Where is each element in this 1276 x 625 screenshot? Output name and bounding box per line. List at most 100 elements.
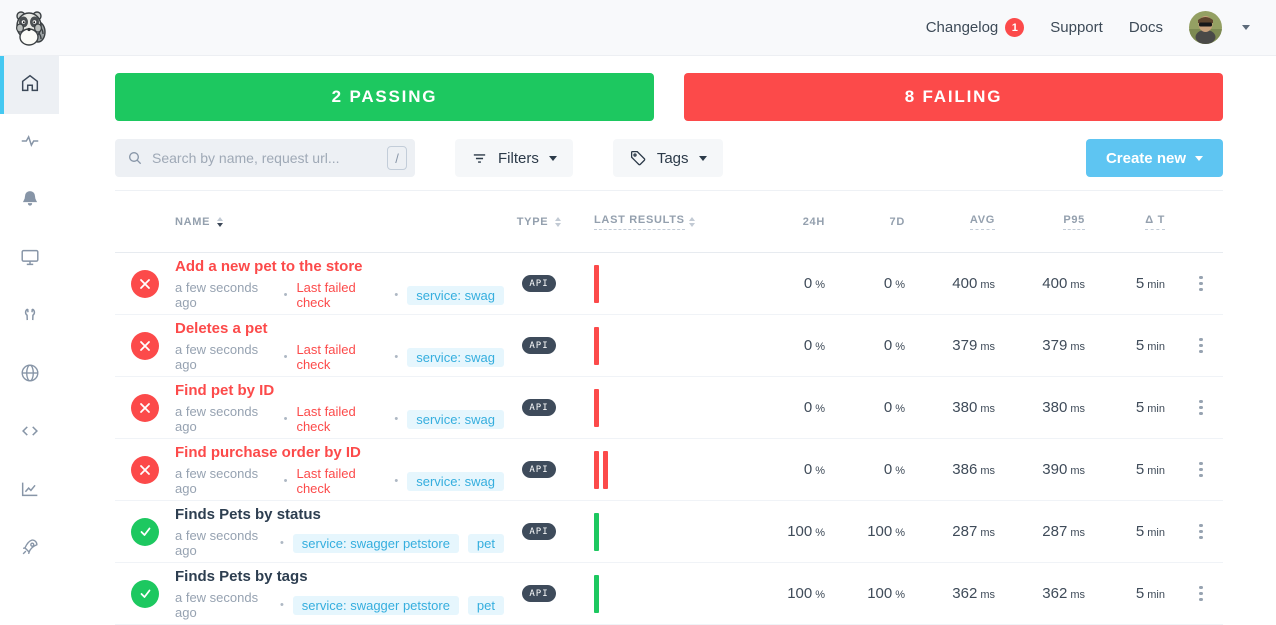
search-input[interactable] [152, 150, 387, 166]
type-badge: API [522, 399, 555, 416]
metric-24h: 100% [759, 585, 839, 603]
sidebar-item-api[interactable] [0, 404, 59, 462]
table-row[interactable]: Find purchase order by ID a few seconds … [115, 439, 1223, 501]
last-results-bars [574, 389, 759, 427]
topbar: Changelog 1 Support Docs [0, 0, 1276, 56]
kebab-menu-icon[interactable] [1193, 332, 1209, 360]
table-row[interactable]: Finds Pets by status a few seconds ago •… [115, 501, 1223, 563]
sort-icon[interactable] [689, 217, 695, 227]
status-failing-icon [131, 332, 159, 360]
check-name[interactable]: Find purchase order by ID [175, 443, 504, 463]
filters-button[interactable]: Filters [455, 139, 573, 177]
tag-chip[interactable]: service: swagger petstore [293, 534, 459, 553]
tag-chip[interactable]: service: swag [407, 286, 504, 305]
sort-icon[interactable] [217, 217, 223, 227]
tag-chip[interactable]: service: swag [407, 472, 504, 491]
header-avg[interactable]: AVG [919, 214, 1009, 230]
kebab-menu-icon[interactable] [1193, 580, 1209, 608]
search-box[interactable]: / [115, 139, 415, 177]
check-name[interactable]: Finds Pets by tags [175, 567, 504, 587]
check-time: a few seconds ago [175, 466, 275, 496]
tag-chip[interactable]: service: swag [407, 410, 504, 429]
globe-icon [19, 362, 41, 389]
type-badge: API [522, 337, 555, 354]
sidebar-item-analytics[interactable] [0, 462, 59, 520]
check-name[interactable]: Finds Pets by status [175, 505, 504, 525]
support-link[interactable]: Support [1050, 19, 1103, 36]
monitor-icon [19, 246, 41, 273]
header-delta-t[interactable]: Δ T [1099, 214, 1179, 230]
kebab-menu-icon[interactable] [1193, 456, 1209, 484]
filter-icon [471, 150, 488, 167]
type-badge: API [522, 275, 555, 292]
search-icon [127, 150, 143, 166]
kebab-menu-icon[interactable] [1193, 270, 1209, 298]
tag-chip[interactable]: pet [468, 534, 504, 553]
header-last-results[interactable]: LAST RESULTS [574, 214, 759, 230]
check-time: a few seconds ago [175, 404, 275, 434]
kebab-menu-icon[interactable] [1193, 394, 1209, 422]
docs-link[interactable]: Docs [1129, 19, 1163, 36]
sidebar-item-home[interactable] [0, 56, 59, 114]
last-failed-link[interactable]: Last failed check [296, 280, 385, 310]
status-passing-icon [131, 580, 159, 608]
sidebar-item-maintenance[interactable] [0, 288, 59, 346]
failing-banner[interactable]: 8 FAILING [684, 73, 1223, 121]
table-row[interactable]: Finds Pets by tags a few seconds ago • s… [115, 563, 1223, 625]
check-name[interactable]: Deletes a pet [175, 319, 504, 339]
tag-chip[interactable]: pet [468, 596, 504, 615]
sidebar-item-quickstart[interactable] [0, 520, 59, 578]
sidebar-item-private-locations[interactable] [0, 346, 59, 404]
tag-chip[interactable]: service: swagger petstore [293, 596, 459, 615]
sidebar-item-alerts[interactable] [0, 172, 59, 230]
sidebar-item-activity[interactable] [0, 114, 59, 172]
account-menu-caret-icon[interactable] [1242, 25, 1250, 30]
passing-banner[interactable]: 2 PASSING [115, 73, 654, 121]
status-failing-icon [131, 456, 159, 484]
status-failing-icon [131, 394, 159, 422]
chart-icon [19, 478, 41, 505]
header-p95[interactable]: P95 [1009, 214, 1099, 230]
controls-bar: / Filters Tags Create new [115, 139, 1223, 177]
table-row[interactable]: Find pet by ID a few seconds ago • Last … [115, 377, 1223, 439]
metric-7d: 0% [839, 399, 919, 417]
rocket-icon [19, 536, 41, 563]
last-failed-link[interactable]: Last failed check [296, 466, 385, 496]
kebab-menu-icon[interactable] [1193, 518, 1209, 546]
last-results-bars [574, 451, 759, 489]
tags-label: Tags [657, 150, 689, 167]
header-type[interactable]: TYPE [504, 216, 574, 228]
raccoon-logo-icon[interactable] [12, 9, 48, 47]
table-row[interactable]: Deletes a pet a few seconds ago • Last f… [115, 315, 1223, 377]
metric-7d: 0% [839, 275, 919, 293]
changelog-link[interactable]: Changelog 1 [926, 18, 1025, 37]
last-failed-link[interactable]: Last failed check [296, 404, 385, 434]
last-failed-link[interactable]: Last failed check [296, 342, 385, 372]
check-name[interactable]: Find pet by ID [175, 381, 504, 401]
sidebar-item-dashboards[interactable] [0, 230, 59, 288]
tags-button[interactable]: Tags [613, 139, 723, 177]
tag-chip[interactable]: service: swag [407, 348, 504, 367]
last-results-bars [574, 265, 759, 303]
checks-table: NAME TYPE LAST RESULTS 24H 7D AVG P95 Δ … [115, 190, 1223, 625]
header-name[interactable]: NAME [175, 216, 504, 228]
code-icon [19, 420, 41, 447]
check-time: a few seconds ago [175, 280, 275, 310]
sort-icon[interactable] [555, 217, 561, 227]
avatar[interactable] [1189, 11, 1222, 44]
create-new-button[interactable]: Create new [1086, 139, 1223, 177]
table-row[interactable]: Add a new pet to the store a few seconds… [115, 253, 1223, 315]
last-results-bars [574, 513, 759, 551]
check-name[interactable]: Add a new pet to the store [175, 257, 504, 277]
status-summary: 2 PASSING 8 FAILING [115, 73, 1223, 121]
